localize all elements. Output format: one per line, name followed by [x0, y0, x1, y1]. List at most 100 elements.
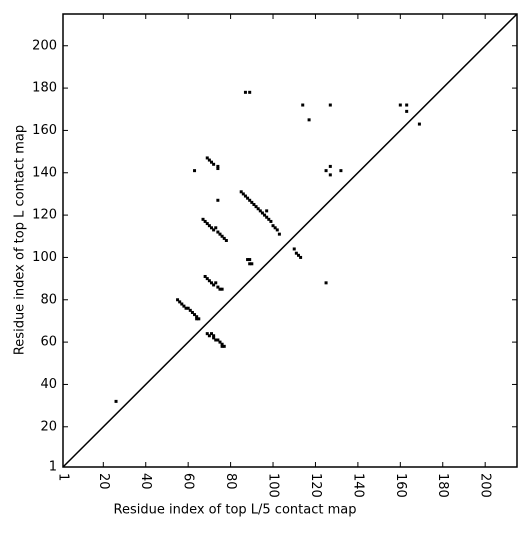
- contact-point: [210, 332, 214, 336]
- contact-point: [218, 287, 222, 291]
- contact-point: [205, 332, 209, 336]
- contact-point: [203, 219, 207, 223]
- contact-point: [207, 334, 211, 338]
- contact-point: [216, 285, 220, 289]
- contact-point: [180, 302, 184, 306]
- contact-point: [246, 196, 250, 200]
- contact-point: [328, 103, 332, 107]
- x-tick-label: 160: [393, 473, 408, 498]
- contact-point: [273, 226, 277, 230]
- contact-point: [405, 103, 409, 107]
- contact-point: [176, 298, 180, 302]
- contact-point: [405, 109, 409, 113]
- contact-point: [210, 160, 214, 164]
- contact-point: [201, 217, 205, 221]
- contact-point: [294, 251, 298, 255]
- contact-point: [195, 317, 199, 321]
- contact-point: [212, 336, 216, 340]
- contact-point: [252, 203, 256, 207]
- contact-point: [184, 306, 188, 310]
- x-tick-label: 1: [56, 473, 71, 481]
- contact-point: [207, 224, 211, 228]
- contact-point: [220, 287, 224, 291]
- contact-point: [241, 192, 245, 196]
- contact-point: [417, 122, 421, 126]
- contact-point: [193, 313, 197, 317]
- contact-point: [246, 258, 250, 262]
- x-tick-label: 80: [223, 473, 238, 490]
- contact-point: [250, 200, 254, 204]
- contact-point: [260, 211, 264, 215]
- contact-point: [265, 215, 269, 219]
- contact-point: [210, 281, 214, 285]
- x-tick-label: 120: [308, 473, 323, 498]
- contact-point: [267, 217, 271, 221]
- y-tick-label: 1: [49, 460, 57, 475]
- contact-point: [248, 198, 252, 202]
- contact-point: [269, 219, 273, 223]
- contact-point: [218, 232, 222, 236]
- y-tick-label: 100: [32, 250, 57, 265]
- contact-point: [324, 281, 328, 285]
- y-tick-label: 60: [40, 335, 57, 350]
- contact-point: [324, 169, 328, 173]
- y-tick-label: 140: [32, 165, 57, 180]
- contact-point: [248, 90, 252, 94]
- contact-point: [188, 308, 192, 312]
- contact-point: [254, 205, 258, 209]
- x-tick-label: 180: [435, 473, 450, 498]
- x-axis-label: Residue index of top L/5 contact map: [114, 503, 357, 518]
- contact-point: [292, 247, 296, 251]
- contact-point: [258, 209, 262, 213]
- x-tick-label: 20: [96, 473, 111, 490]
- contact-point: [216, 230, 220, 234]
- contact-point: [263, 213, 267, 217]
- contact-point: [207, 158, 211, 162]
- y-tick-label: 160: [32, 123, 57, 138]
- contact-point: [243, 194, 247, 198]
- contact-point: [212, 334, 216, 338]
- contact-point: [212, 228, 216, 232]
- contact-point: [212, 162, 216, 166]
- contact-point: [307, 118, 311, 122]
- contact-point: [207, 279, 211, 283]
- contact-point: [339, 169, 343, 173]
- contact-point: [178, 300, 182, 304]
- contact-point: [205, 222, 209, 226]
- contact-point: [243, 90, 247, 94]
- contact-point: [190, 310, 194, 314]
- x-tick-label: 200: [478, 473, 493, 498]
- contact-point: [328, 164, 332, 168]
- contact-point: [203, 274, 207, 278]
- y-tick-label: 200: [32, 38, 57, 53]
- contact-point: [222, 236, 226, 240]
- contact-point: [220, 344, 224, 348]
- contact-point: [220, 234, 224, 238]
- y-axis-label: Residue index of top L contact map: [13, 125, 28, 355]
- contact-point: [271, 224, 275, 228]
- contact-point: [296, 253, 300, 257]
- contact-point: [277, 232, 281, 236]
- x-tick-label: 60: [181, 473, 196, 490]
- contact-point: [301, 103, 305, 107]
- contact-point: [265, 209, 269, 213]
- contact-point: [214, 338, 218, 342]
- contact-point: [214, 226, 218, 230]
- contact-point: [216, 167, 220, 171]
- contact-point: [250, 262, 254, 266]
- y-tick-label: 120: [32, 208, 57, 223]
- contact-point: [186, 306, 190, 310]
- y-tick-label: 20: [40, 419, 57, 434]
- contact-point: [205, 277, 209, 281]
- contact-point: [220, 342, 224, 346]
- contact-point: [216, 164, 220, 168]
- contact-point: [248, 258, 252, 262]
- contact-point: [214, 281, 218, 285]
- x-tick-label: 140: [350, 473, 365, 498]
- contact-point: [216, 198, 220, 202]
- contact-point: [195, 315, 199, 319]
- contact-point: [212, 283, 216, 287]
- contact-point: [218, 340, 222, 344]
- contact-point: [256, 207, 260, 211]
- plot-frame: [62, 13, 518, 468]
